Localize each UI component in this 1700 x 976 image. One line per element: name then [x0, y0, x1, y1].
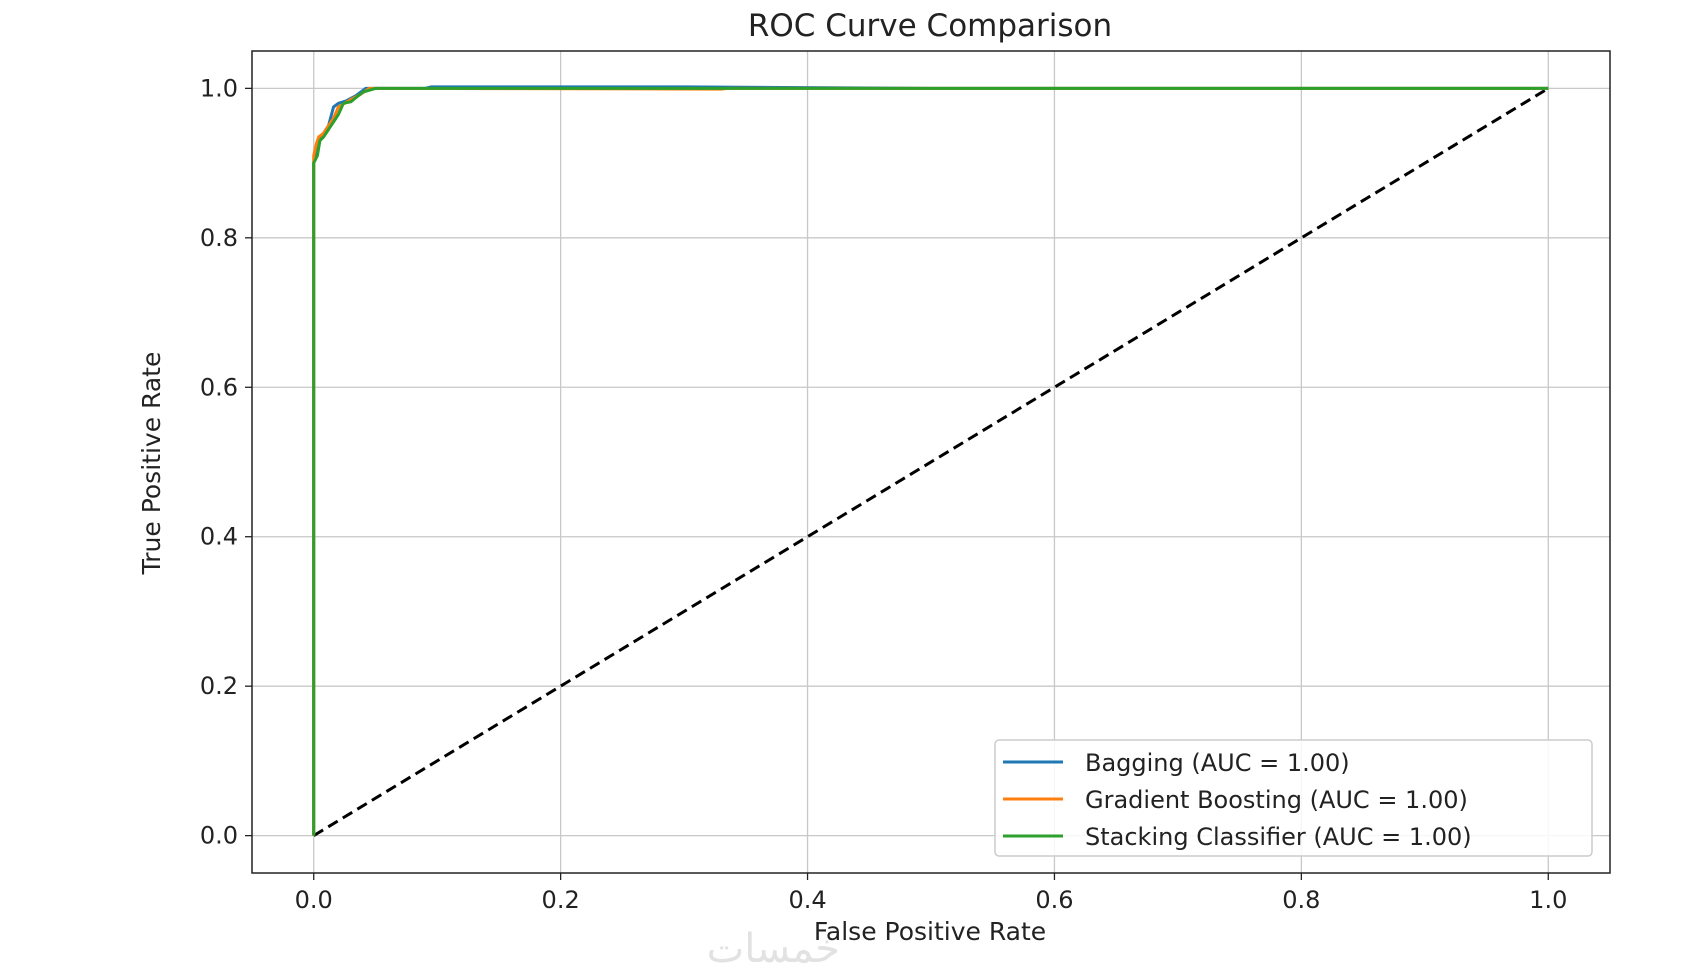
y-tick-label: 0.6 [200, 373, 238, 401]
y-tick-label: 0.4 [200, 523, 238, 551]
x-tick-label: 1.0 [1529, 886, 1567, 914]
y-tick-label: 1.0 [200, 74, 238, 102]
y-tick-label: 0.0 [200, 822, 238, 850]
legend-label: Gradient Boosting (AUC = 1.00) [1085, 786, 1468, 814]
x-axis-label: False Positive Rate [814, 917, 1046, 946]
y-tick-label: 0.2 [200, 672, 238, 700]
legend-label: Bagging (AUC = 1.00) [1085, 749, 1350, 777]
x-tick-label: 0.8 [1282, 886, 1320, 914]
tick-layer: 0.0 0.2 0.4 0.6 0.8 1.0 0.0 0.2 0.4 0.6 0.8 1.0 [200, 74, 1568, 914]
series-layer [312, 85, 1550, 837]
x-tick-label: 0.6 [1035, 886, 1073, 914]
x-tick-label: 0.0 [295, 886, 333, 914]
series-line-stacking-classifier [312, 86, 1549, 836]
plot-frame [251, 50, 1611, 874]
series-line-random-classifier [312, 87, 1550, 837]
legend: Bagging (AUC = 1.00) Gradient Boosting (A… [994, 739, 1593, 857]
x-tick-label: 0.4 [788, 886, 826, 914]
legend-label: Stacking Classifier (AUC = 1.00) [1085, 823, 1472, 851]
x-tick-label: 0.2 [542, 886, 580, 914]
y-axis-label: True Positive Rate [137, 352, 166, 576]
chart-title: ROC Curve Comparison [748, 8, 1112, 44]
y-tick-label: 0.8 [200, 224, 238, 252]
legend-frame [994, 739, 1593, 857]
watermark-logo: خمسات [707, 926, 840, 971]
legend-items: Bagging (AUC = 1.00) Gradient Boosting (A… [1003, 749, 1472, 851]
